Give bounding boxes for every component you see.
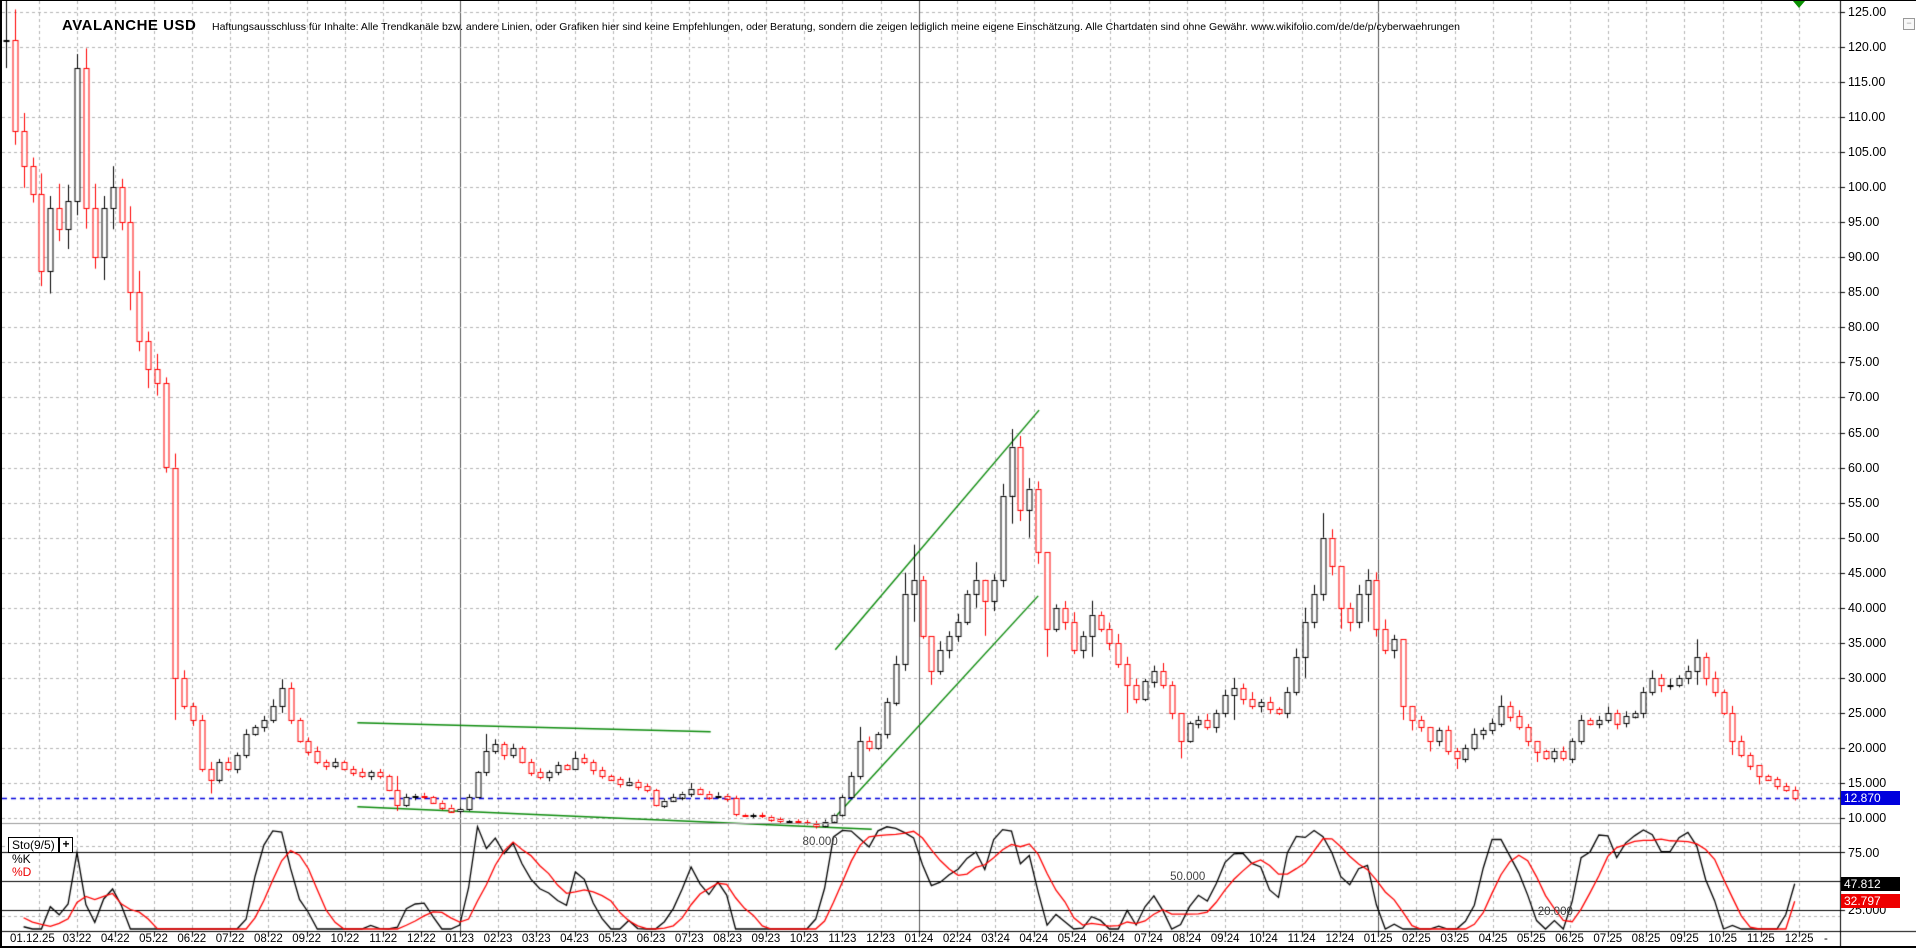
date-axis-label: 03.22 (62, 933, 92, 945)
down-arrow-marker-icon (1793, 1, 1806, 8)
price-axis-label: 55.00 (1848, 495, 1880, 510)
price-axis-label: 10.000 (1848, 811, 1887, 826)
stochastic-level-annotation: 80.000 (802, 836, 838, 849)
date-axis-label: 07.25 (1593, 933, 1623, 945)
percent-k-legend: %K (12, 852, 31, 866)
date-axis-label: 10.24 (1248, 933, 1278, 945)
collapse-button[interactable]: − (1903, 18, 1915, 30)
date-axis-label: 08.23 (713, 933, 742, 945)
stochastic-75-level-label: 75.00 (1848, 846, 1880, 860)
stochastic-level-annotation: 20.000 (1537, 906, 1573, 919)
price-axis-label: 85.00 (1848, 285, 1880, 300)
price-axis-label: 50.00 (1848, 530, 1880, 545)
disclaimer-text: Haftungsausschluss für Inhalte: Alle Tre… (212, 21, 1460, 33)
date-axis-label: 11.25 (1746, 933, 1775, 945)
date-axis-label: 03.25 (1440, 933, 1470, 945)
date-axis-label: 01.23 (445, 933, 475, 945)
date-axis-label: 10.25 (1708, 933, 1737, 945)
date-axis-label: 04.24 (1019, 933, 1049, 945)
date-axis-label: 05.23 (598, 933, 628, 945)
date-axis-label: 01.25 (1363, 933, 1393, 945)
price-axis-label: 75.00 (1848, 355, 1880, 370)
date-axis-label: 04.22 (100, 933, 130, 945)
date-axis-label: 02.23 (483, 933, 513, 945)
date-axis-label: 08.25 (1631, 933, 1661, 945)
date-axis-label: 05.24 (1057, 933, 1087, 945)
date-axis-label: 07.23 (674, 933, 704, 945)
price-axis-label: 125.00 (1848, 5, 1887, 19)
indicator-add-button[interactable]: + (59, 837, 73, 853)
date-axis-label: 08.24 (1172, 933, 1202, 945)
date-axis-label: 06.25 (1555, 933, 1584, 945)
axis-trailing-dash: - (1824, 933, 1828, 945)
price-axis-label: 40.000 (1848, 600, 1887, 615)
current-date-label: 01.12.25 (10, 933, 55, 945)
price-axis-label: 90.00 (1848, 250, 1880, 265)
date-axis-label: 11.24 (1287, 933, 1316, 945)
date-axis-label: 09.24 (1210, 933, 1240, 945)
stochastic-indicator-label[interactable]: Sto(9/5) (8, 837, 59, 853)
chart-title: AVALANCHE USD (62, 17, 197, 34)
date-axis-label: 07.22 (215, 933, 245, 945)
date-axis-label: 01.24 (904, 933, 934, 945)
date-axis-label: 11.22 (369, 933, 398, 945)
price-axis-label: 80.00 (1848, 320, 1880, 335)
price-axis-label: 30.000 (1848, 670, 1887, 685)
price-axis-label: 25.000 (1848, 705, 1887, 720)
stochastic-level-annotation: 50.000 (1170, 871, 1206, 884)
date-axis-label: 12.25 (1784, 933, 1814, 945)
price-axis-label: 120.00 (1848, 40, 1887, 55)
price-axis-label: 35.000 (1848, 635, 1887, 650)
date-axis-label: 10.22 (330, 933, 360, 945)
date-axis-label: 09.22 (292, 933, 321, 945)
date-axis-label: 04.25 (1478, 933, 1508, 945)
date-axis-label: 06.22 (177, 933, 207, 945)
percent-d-legend: %D (12, 865, 32, 879)
price-axis-label: 65.00 (1848, 425, 1880, 440)
price-axis-label: 45.000 (1848, 565, 1887, 580)
date-axis-label: 08.22 (253, 933, 283, 945)
price-axis-label: 110.00 (1848, 110, 1886, 125)
date-axis-label: 12.24 (1325, 933, 1355, 945)
date-axis-label: 10.23 (789, 933, 819, 945)
price-axis-label: 95.00 (1848, 215, 1880, 230)
date-axis-label: 07.24 (1134, 933, 1163, 945)
date-axis-label: 06.24 (1095, 933, 1125, 945)
date-axis-label: 06.23 (636, 933, 666, 945)
date-axis-label: 12.23 (866, 933, 896, 945)
price-axis-label: 100.00 (1848, 180, 1887, 195)
price-axis-label: 115.00 (1848, 75, 1886, 90)
percent-k-value-tag: 47.812 (1841, 876, 1900, 891)
date-axis-label: 12.22 (407, 933, 436, 945)
date-axis-label: 03.24 (981, 933, 1010, 945)
date-axis-label: 04.23 (560, 933, 589, 945)
date-axis-label: 09.23 (751, 933, 781, 945)
date-axis-label: 09.25 (1669, 933, 1699, 945)
date-axis-label: 05.25 (1516, 933, 1546, 945)
price-axis-label: 20.000 (1848, 740, 1887, 755)
date-axis-label: 05.22 (139, 933, 168, 945)
percent-d-value-tag: 32.797 (1841, 894, 1900, 909)
price-axis-label: 105.00 (1848, 145, 1887, 160)
last-price-tag: 12.870 (1841, 790, 1900, 805)
date-axis-label: 03.23 (521, 933, 551, 945)
date-axis-label: 11.23 (828, 933, 857, 945)
price-axis-label: 70.00 (1848, 390, 1880, 405)
price-axis-label: 15.000 (1848, 775, 1887, 790)
price-axis-label: 60.00 (1848, 460, 1880, 475)
date-axis-label: 02.25 (1402, 933, 1431, 945)
date-axis-label: 02.24 (942, 933, 972, 945)
